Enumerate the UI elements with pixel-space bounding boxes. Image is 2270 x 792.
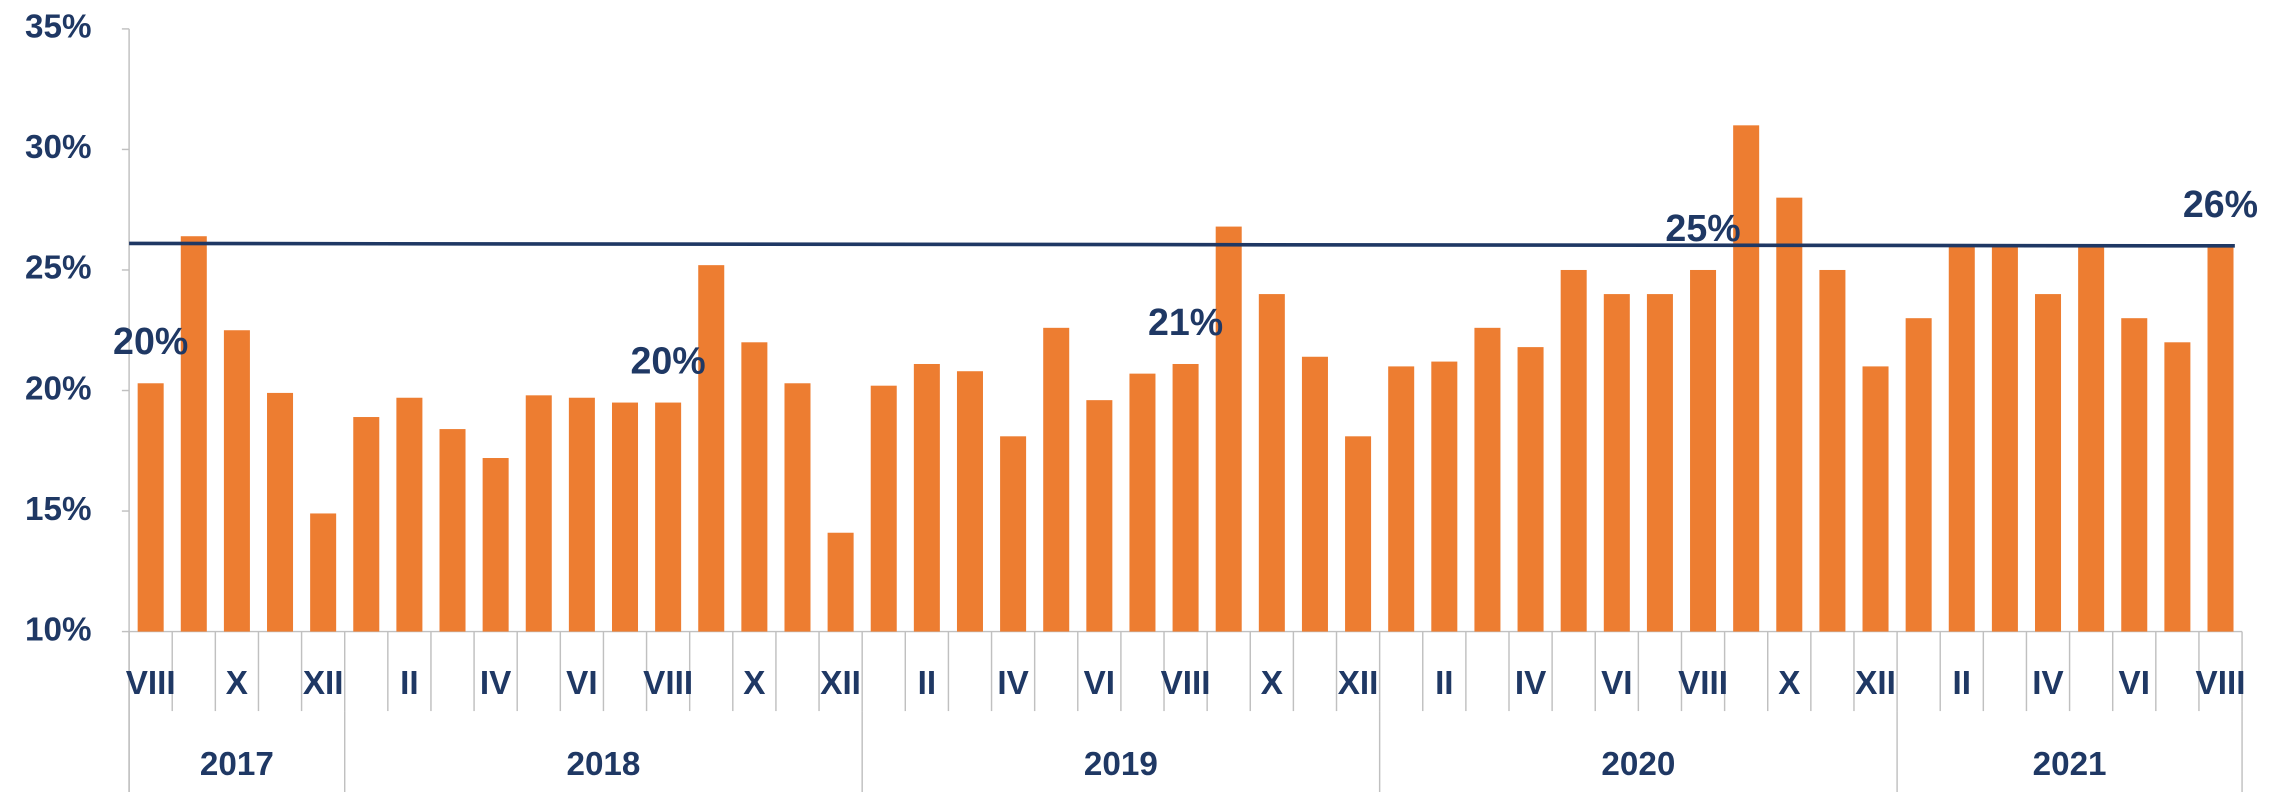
y-tick-label: 30% xyxy=(25,129,92,166)
bar xyxy=(741,342,768,632)
bar xyxy=(1862,366,1889,632)
bar xyxy=(2121,318,2148,632)
bar xyxy=(1172,363,1199,632)
x-tick-label: IV xyxy=(480,665,511,702)
x-tick-label: II xyxy=(1435,665,1453,702)
bar xyxy=(2164,342,2191,632)
bar xyxy=(137,383,164,632)
x-tick-label: XII xyxy=(303,665,344,702)
year-label: 2019 xyxy=(1084,746,1158,783)
x-tick-label: II xyxy=(918,665,936,702)
bar xyxy=(1991,245,2018,632)
bar xyxy=(1948,245,1975,632)
x-tick-label: VI xyxy=(1084,665,1115,702)
bar xyxy=(568,397,595,632)
x-tick-label: X xyxy=(743,665,765,702)
bar xyxy=(1517,347,1544,632)
year-label: 2018 xyxy=(566,746,640,783)
x-tick-label: X xyxy=(1778,665,1800,702)
bar xyxy=(827,532,854,632)
year-label: 2021 xyxy=(2033,746,2107,783)
bar xyxy=(353,417,380,632)
bar xyxy=(1690,269,1717,632)
x-tick-label: XII xyxy=(1855,665,1896,702)
bar xyxy=(1733,125,1760,632)
x-tick-label: X xyxy=(1261,665,1283,702)
bar xyxy=(2035,294,2062,632)
bar xyxy=(482,458,509,632)
bar xyxy=(310,513,337,632)
bar xyxy=(1043,327,1070,632)
y-tick-label: 20% xyxy=(25,370,92,407)
bar xyxy=(439,429,466,632)
bar xyxy=(1474,327,1501,632)
bar xyxy=(525,395,552,632)
value-label: 20% xyxy=(631,339,706,381)
bar xyxy=(1086,400,1113,632)
bar xyxy=(1388,366,1415,632)
bar xyxy=(2078,245,2105,632)
trend-line xyxy=(129,241,2235,248)
x-tick-label: VI xyxy=(2119,665,2150,702)
x-tick-label: VIII xyxy=(2196,665,2246,702)
bar xyxy=(180,236,207,632)
year-label: 2017 xyxy=(200,746,274,783)
bar xyxy=(1603,294,1630,632)
x-tick-label: VIII xyxy=(643,665,693,702)
y-tick-label: 35% xyxy=(25,9,92,46)
x-tick-label: VIII xyxy=(1161,665,1211,702)
bar xyxy=(698,265,725,632)
y-tick-label: 25% xyxy=(25,250,92,287)
x-tick-label: IV xyxy=(1515,665,1546,702)
value-label: 25% xyxy=(1665,207,1740,249)
bar xyxy=(2207,245,2234,632)
bar xyxy=(1258,294,1285,632)
bar xyxy=(1776,197,1803,632)
bar xyxy=(1819,269,1846,632)
y-tick-label: 10% xyxy=(25,611,92,648)
value-label: 21% xyxy=(1148,301,1223,343)
x-tick-label: II xyxy=(1953,665,1971,702)
x-tick-label: IV xyxy=(997,665,1028,702)
bar xyxy=(396,397,423,632)
value-label: 20% xyxy=(113,320,188,362)
bar xyxy=(1905,318,1932,632)
x-tick-label: II xyxy=(400,665,418,702)
x-tick-label: VI xyxy=(1601,665,1632,702)
x-tick-label: VIII xyxy=(1678,665,1728,702)
bar xyxy=(223,330,250,632)
bar xyxy=(1129,373,1156,632)
bar xyxy=(913,363,940,632)
x-tick-label: VI xyxy=(566,665,597,702)
bar xyxy=(784,383,811,632)
x-tick-label: XII xyxy=(820,665,861,702)
bar xyxy=(1215,226,1242,632)
y-tick-label: 15% xyxy=(25,491,92,528)
bar xyxy=(1560,269,1587,632)
bar xyxy=(1345,436,1372,632)
bar xyxy=(870,385,897,632)
x-tick-label: IV xyxy=(2032,665,2063,702)
bar xyxy=(956,371,983,632)
bar xyxy=(1301,356,1328,632)
bar xyxy=(655,402,682,632)
x-tick-label: VIII xyxy=(126,665,176,702)
bar xyxy=(267,392,294,632)
year-label: 2020 xyxy=(1601,746,1675,783)
bar xyxy=(611,402,639,632)
bar xyxy=(1000,436,1027,632)
bar xyxy=(1646,294,1673,632)
x-tick-label: XII xyxy=(1338,665,1379,702)
bar xyxy=(1431,361,1458,632)
value-label: 26% xyxy=(2183,183,2258,225)
x-tick-label: X xyxy=(226,665,248,702)
